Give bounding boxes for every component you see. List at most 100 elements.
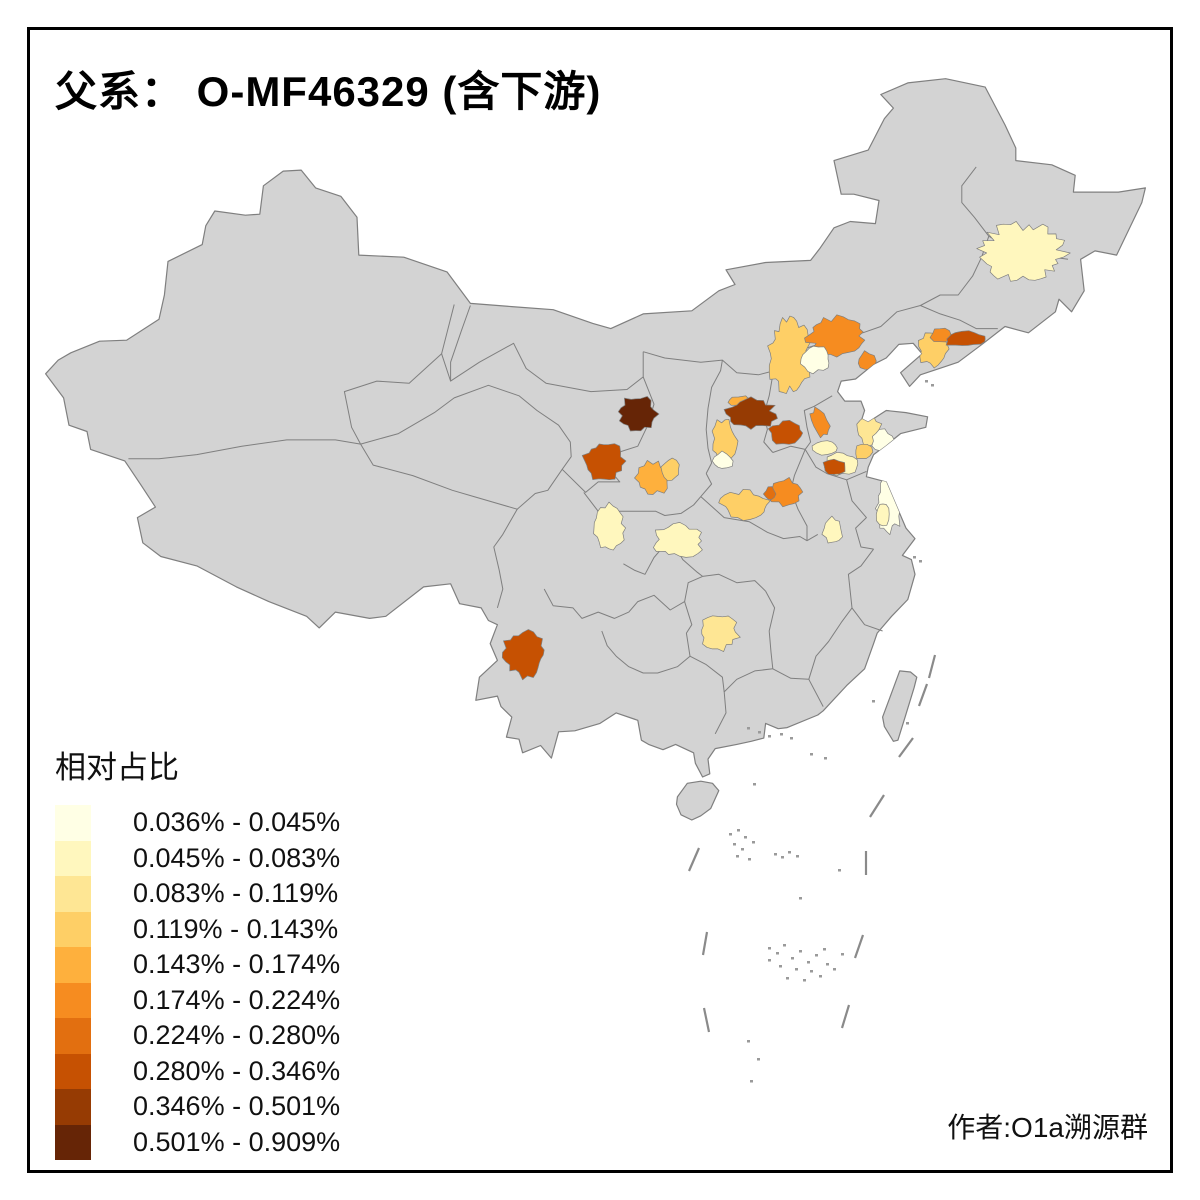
legend-row: 0.036% - 0.045% [55,805,340,841]
legend-label: 0.143% - 0.174% [133,949,341,980]
legend-label: 0.083% - 0.119% [133,878,339,909]
island-speck [750,1080,753,1083]
province-border [772,395,833,453]
island-speck [736,855,739,858]
legend-row: 0.224% - 0.280% [55,1018,340,1054]
province-border [804,449,867,481]
province-border [441,342,644,393]
island-speck [931,384,934,387]
legend-label: 0.119% - 0.143% [133,913,339,944]
province-border [847,548,883,632]
legend-swatch [55,1018,91,1054]
map-region [501,629,545,681]
island-speck [757,1058,760,1061]
island-speck [774,853,777,856]
island-speck [733,843,736,846]
map-region [822,458,846,475]
province-border [689,655,725,692]
map-region [660,457,680,482]
map-region [767,315,811,394]
island-speck [841,953,844,956]
legend-label: 0.174% - 0.224% [133,984,341,1015]
legend-row: 0.280% - 0.346% [55,1053,340,1089]
island-speck [826,963,829,966]
map-region [634,460,668,495]
map-region [723,396,778,430]
nine-dash-segment [927,654,937,679]
island-speck [799,897,802,900]
island-speck [748,858,751,861]
island-speck [747,1040,750,1043]
island-speck [919,560,922,563]
legend: 相对占比 0.036% - 0.045% 0.045% - 0.083% 0.083… [55,742,340,1160]
island-speck [744,836,747,839]
island-speck [781,856,784,859]
island-speck [796,855,799,858]
nine-dash-segment [701,931,709,956]
legend-label: 0.224% - 0.280% [133,1020,341,1051]
island-speck [906,722,909,725]
nine-dash-segment [869,794,885,818]
legend-swatch [55,911,91,947]
island-speck [925,380,928,383]
map-region [763,486,777,500]
province-border [700,496,819,542]
province-border [601,630,691,674]
legend-row: 0.045% - 0.083% [55,840,340,876]
island-speck [791,957,794,960]
legend-swatch [55,876,91,912]
legend-rows: 0.036% - 0.045% 0.045% - 0.083% 0.083% - 0… [55,805,340,1160]
island-speck [768,947,771,950]
province-border [920,305,998,330]
map-region [855,443,874,459]
nine-dash-segment [702,1007,711,1033]
legend-title: 相对占比 [55,750,179,785]
island-speck [824,757,827,760]
map-region [581,443,627,481]
map-region [875,503,890,527]
province-border [493,508,518,609]
province-border [360,384,572,510]
province-border [846,479,874,550]
legend-row: 0.174% - 0.224% [55,982,341,1018]
nine-dash-segment [917,683,929,707]
island-speck [795,968,798,971]
island-speck [833,968,836,971]
island-speck [807,961,810,964]
island-speck [768,735,771,738]
legend-swatch [55,1124,91,1160]
island-speck [758,731,761,734]
province-border [772,668,824,707]
map-region [821,515,843,544]
province-border [450,305,471,382]
island-speck [838,869,841,872]
map-region [593,501,626,551]
island-speck [819,975,822,978]
legend-row: 0.119% - 0.143% [55,911,340,947]
island-speck [815,954,818,957]
legend-row: 0.143% - 0.174% [55,947,340,983]
legend-row: 0.501% - 0.909% [55,1124,340,1160]
nine-dash-segment [687,847,701,872]
map-region [929,327,952,343]
map-region [945,330,986,346]
map-region [711,450,734,469]
legend-swatch [55,805,91,841]
island-speck [790,737,793,740]
legend-swatch [55,840,91,876]
map-region [653,522,703,558]
island-speck [872,700,875,703]
province-border [128,439,361,460]
page-title: 父系： O-MF46329 (含下游) [55,68,602,115]
island-speck [803,979,806,982]
map-region [767,419,804,445]
author-credit: 作者:O1a溯源群 [947,1112,1148,1143]
map-region [800,345,830,375]
map-region [617,396,660,432]
legend-row: 0.083% - 0.119% [55,876,340,912]
china-mainland [45,78,1146,778]
island-speck [788,851,791,854]
province-border [808,607,853,680]
island-speck [729,833,732,836]
